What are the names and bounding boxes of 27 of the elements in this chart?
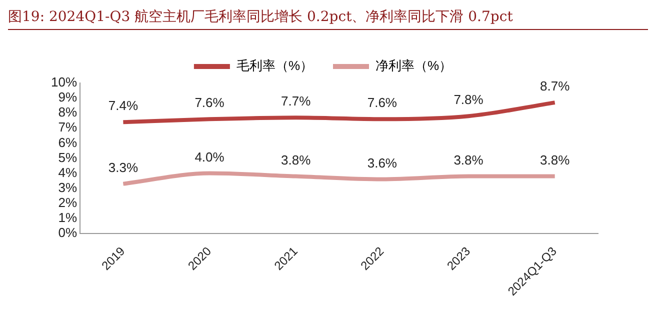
y-tick-label: 5% (58, 150, 78, 165)
data-label: 7.7% (281, 94, 312, 109)
data-label: 8.7% (540, 78, 570, 94)
data-label: 4.0% (194, 149, 225, 164)
data-label: 7.6% (194, 95, 225, 110)
y-tick-label: 1% (58, 210, 78, 226)
y-tick-label: 2% (58, 194, 78, 210)
data-label: 7.6% (367, 95, 398, 110)
y-tick-label: 4% (58, 164, 78, 180)
y-tick-label: 6% (58, 134, 78, 150)
chart-title: 图19: 2024Q1-Q3 航空主机厂毛利率同比增长 0.2pct、净利率同比下滑 0.7pct (8, 8, 648, 30)
y-tick-label: 0% (58, 225, 78, 240)
y-tick-label: 3% (58, 180, 78, 195)
y-tick-label: 9% (58, 90, 78, 105)
y-tick-label: 10% (50, 74, 78, 90)
data-label: 7.4% (108, 98, 138, 114)
data-label: 3.8% (281, 152, 312, 168)
data-label: 3.3% (108, 160, 138, 175)
data-label: 7.8% (454, 92, 484, 108)
data-label: 3.6% (367, 155, 398, 170)
data-label: 3.8% (454, 152, 484, 168)
y-tick-label: 7% (58, 120, 78, 135)
y-tick-label: 8% (58, 104, 78, 120)
legend-label: 毛利率（%） (236, 58, 314, 74)
legend-label: 净利率（%） (376, 58, 452, 74)
line-series (121, 171, 557, 186)
data-label: 3.8% (540, 152, 570, 168)
